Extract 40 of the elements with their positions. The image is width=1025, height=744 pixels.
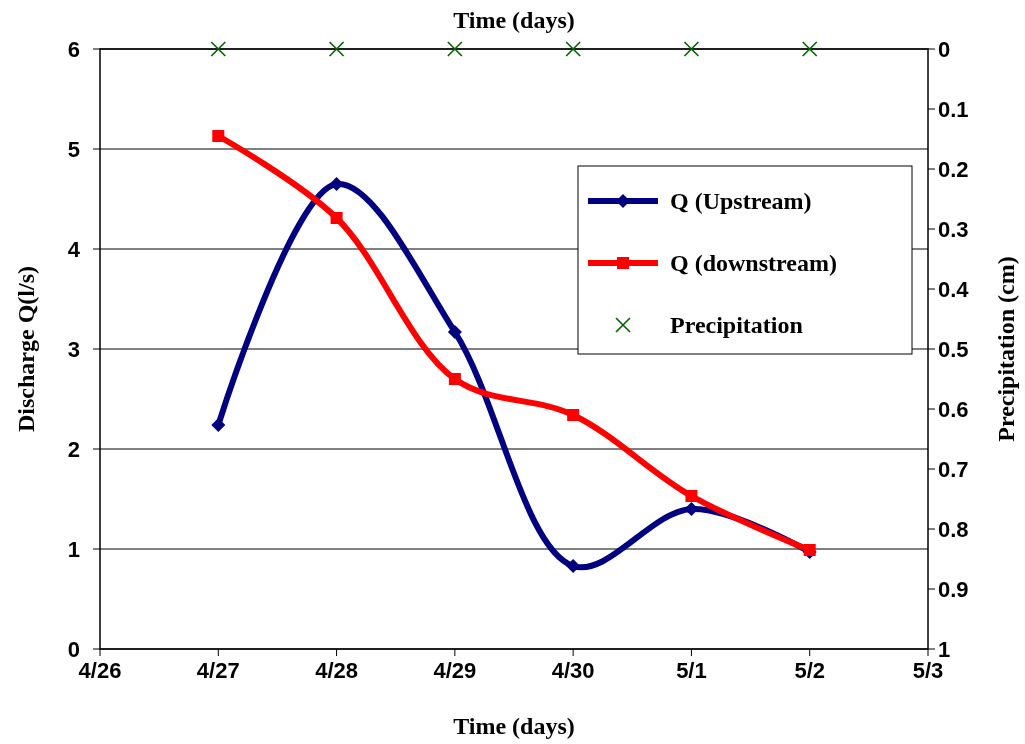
legend-label: Q (downstream) bbox=[670, 250, 837, 276]
y-tick-label: 5 bbox=[67, 137, 80, 162]
x-tick-label: 4/27 bbox=[196, 658, 240, 683]
x-tick-label: 5/2 bbox=[794, 658, 826, 683]
y2-tick-label: 0.9 bbox=[938, 577, 969, 602]
point bbox=[329, 177, 344, 191]
x-axis-title: Time (days) bbox=[453, 713, 575, 739]
x-tick-label: 4/26 bbox=[78, 658, 122, 683]
x2-axis-title: Time (days) bbox=[453, 7, 575, 33]
y-tick-label: 4 bbox=[67, 237, 81, 262]
point bbox=[448, 373, 461, 385]
y2-tick-label: 0.4 bbox=[938, 277, 970, 302]
point bbox=[211, 418, 226, 432]
y-tick-label: 6 bbox=[67, 37, 80, 62]
y2-tick-label: 0.1 bbox=[938, 97, 969, 122]
y2-tick-label: 0.6 bbox=[938, 397, 969, 422]
x-tick-label: 5/1 bbox=[676, 658, 707, 683]
x-tick-label: 4/30 bbox=[551, 658, 595, 683]
y2-tick-label: 0.7 bbox=[938, 457, 969, 482]
y-tick-label: 0 bbox=[67, 637, 80, 662]
point bbox=[447, 325, 462, 339]
y2-tick-label: 0.2 bbox=[938, 157, 969, 182]
y2-tick-label: 0.5 bbox=[938, 337, 969, 362]
y-tick-label: 3 bbox=[67, 337, 80, 362]
y-tick-label: 2 bbox=[67, 437, 80, 462]
point bbox=[685, 490, 698, 502]
y2-tick-label: 0.3 bbox=[938, 217, 969, 242]
y2-axis-title: Precipitation (cm) bbox=[993, 256, 1019, 442]
legend-label: Precipitation bbox=[670, 312, 803, 338]
y-tick-label: 1 bbox=[67, 537, 80, 562]
legend-label: Q (Upstream) bbox=[670, 188, 812, 214]
point bbox=[567, 409, 580, 421]
y2-tick-label: 0 bbox=[938, 37, 951, 62]
point bbox=[566, 559, 581, 573]
point bbox=[212, 130, 225, 142]
y-axis-title: Discharge Q(l/s) bbox=[13, 266, 39, 432]
x-tick-label: 4/29 bbox=[433, 658, 477, 683]
point bbox=[330, 212, 343, 224]
y2-tick-label: 0.8 bbox=[938, 517, 969, 542]
x-tick-label: 4/28 bbox=[315, 658, 358, 683]
